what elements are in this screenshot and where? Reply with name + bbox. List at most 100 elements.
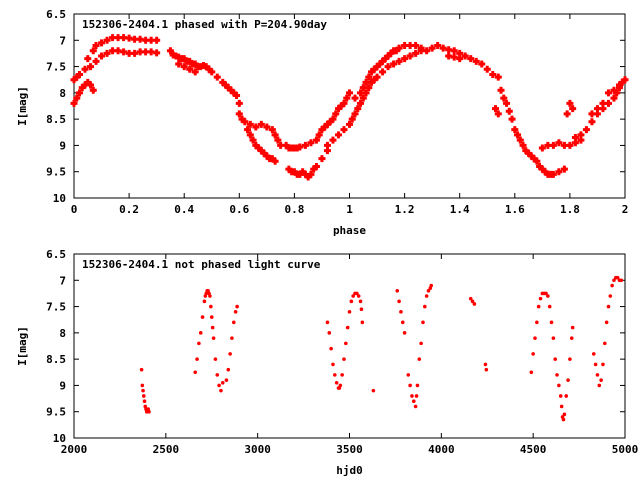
data-point bbox=[472, 57, 480, 65]
data-point bbox=[597, 383, 602, 388]
data-point bbox=[500, 94, 508, 102]
y-tick-label: 8 bbox=[59, 87, 66, 100]
data-point bbox=[131, 49, 139, 57]
data-point bbox=[610, 94, 618, 102]
data-point bbox=[147, 48, 155, 56]
axis-ticks: 2000 2500 3000 3500 4000 4500 5000 6.5 7 7.5 8 8.5 9… bbox=[46, 248, 638, 456]
y-tick-label: 10 bbox=[53, 192, 66, 205]
data-point bbox=[357, 99, 365, 107]
data-point bbox=[397, 299, 401, 304]
data-point bbox=[351, 110, 359, 118]
data-point bbox=[209, 315, 214, 319]
data-point bbox=[538, 296, 543, 301]
data-point bbox=[136, 48, 144, 56]
data-point bbox=[318, 155, 326, 163]
data-point bbox=[89, 86, 97, 94]
data-point bbox=[70, 76, 78, 84]
data-point bbox=[244, 126, 252, 134]
data-point bbox=[109, 47, 117, 55]
data-point bbox=[215, 373, 220, 377]
data-point bbox=[362, 89, 370, 97]
chart-title: 152306-2404.1 not phased light curve bbox=[82, 258, 321, 271]
data-point bbox=[301, 170, 309, 178]
data-point bbox=[478, 60, 486, 68]
data-point bbox=[186, 65, 194, 73]
data-point bbox=[175, 53, 183, 61]
y-tick-label: 9.5 bbox=[46, 406, 66, 419]
data-point bbox=[535, 320, 539, 325]
data-point bbox=[401, 42, 409, 50]
data-point bbox=[76, 89, 84, 97]
data-point bbox=[296, 170, 304, 178]
unphased-light-curve-panel: 2000 2500 3000 3500 4000 4500 5000 6.5 7 7.5 8 8.5 9… bbox=[16, 248, 638, 477]
y-axis-label: I[mag] bbox=[16, 326, 29, 366]
data-point bbox=[538, 144, 546, 152]
data-point bbox=[323, 120, 331, 128]
data-point bbox=[198, 331, 203, 335]
data-point bbox=[560, 165, 568, 173]
data-point bbox=[354, 105, 362, 113]
data-point bbox=[618, 78, 626, 86]
data-point bbox=[429, 283, 434, 288]
x-tick-label: 2000 bbox=[61, 443, 88, 456]
data-point bbox=[571, 139, 579, 147]
data-point bbox=[329, 115, 337, 123]
data-point bbox=[503, 99, 511, 107]
data-point bbox=[402, 331, 407, 335]
data-point bbox=[531, 352, 535, 356]
data-point bbox=[103, 36, 111, 44]
data-point bbox=[307, 170, 315, 178]
data-point bbox=[508, 115, 516, 123]
data-point bbox=[73, 73, 81, 81]
data-point bbox=[559, 404, 564, 409]
data-point bbox=[233, 91, 241, 99]
data-point bbox=[342, 357, 346, 361]
data-point bbox=[323, 147, 331, 155]
data-point bbox=[566, 378, 570, 382]
data-point bbox=[334, 131, 342, 139]
data-point bbox=[577, 136, 585, 144]
data-point bbox=[494, 110, 502, 118]
data-point bbox=[327, 331, 332, 335]
x-tick-label: 0.8 bbox=[284, 203, 304, 216]
y-tick-label: 7 bbox=[59, 34, 66, 47]
data-point bbox=[153, 49, 161, 57]
data-point bbox=[255, 144, 263, 152]
data-point bbox=[329, 136, 337, 144]
data-point bbox=[220, 381, 225, 385]
data-point bbox=[406, 373, 411, 377]
data-point bbox=[290, 168, 298, 176]
data-point bbox=[260, 149, 268, 157]
data-point bbox=[296, 143, 304, 151]
data-point bbox=[549, 170, 557, 178]
data-point bbox=[359, 84, 367, 92]
data-point bbox=[414, 394, 419, 398]
data-point bbox=[384, 63, 392, 71]
data-point bbox=[533, 336, 537, 340]
data-point bbox=[340, 126, 348, 134]
data-point bbox=[456, 49, 464, 57]
data-point bbox=[235, 304, 239, 309]
data-point bbox=[78, 84, 86, 92]
data-point bbox=[205, 65, 213, 73]
data-point bbox=[208, 68, 216, 76]
data-point bbox=[604, 89, 612, 97]
data-point bbox=[434, 42, 442, 50]
x-tick-label: 0 bbox=[71, 203, 78, 216]
data-point bbox=[419, 341, 423, 346]
data-point bbox=[593, 362, 598, 367]
data-point bbox=[445, 46, 453, 54]
data-point bbox=[285, 165, 293, 173]
y-tick-label: 8.5 bbox=[46, 353, 66, 366]
data-point bbox=[257, 147, 265, 155]
data-point bbox=[568, 357, 572, 361]
data-point bbox=[484, 367, 489, 372]
data-point bbox=[426, 289, 431, 293]
data-point bbox=[334, 381, 339, 385]
data-point bbox=[413, 404, 418, 409]
data-point bbox=[235, 99, 243, 107]
data-point bbox=[252, 123, 260, 131]
data-point bbox=[84, 78, 92, 86]
x-tick-label: 3500 bbox=[336, 443, 363, 456]
